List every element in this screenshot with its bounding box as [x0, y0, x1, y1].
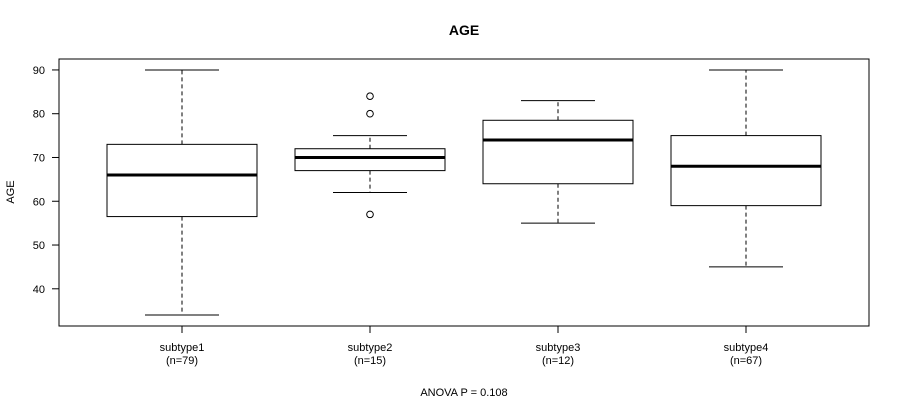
y-tick-label: 40: [33, 284, 45, 296]
iqr-box: [482, 119, 634, 185]
outlier-point: [366, 210, 374, 219]
chart-title: AGE: [449, 22, 479, 38]
outlier-point: [366, 92, 374, 101]
x-tick-label: subtype1: [160, 342, 205, 354]
x-axis: subtype1(n=79) subtype2(n=15) subtype3(n=1…: [160, 325, 769, 367]
y-axis: 40 50 60 70 80 90: [33, 65, 60, 296]
y-axis-label: AGE: [5, 180, 17, 203]
box-group-subtype3: [482, 100, 634, 224]
box-group-subtype2: [294, 92, 446, 219]
box-group-subtype1: [106, 69, 258, 316]
x-tick-label: subtype2: [348, 342, 393, 354]
y-tick-label: 90: [33, 65, 45, 77]
iqr-box: [670, 135, 822, 207]
iqr-box: [294, 148, 446, 172]
y-tick-label: 60: [33, 196, 45, 208]
x-tick-label: subtype4: [724, 342, 769, 354]
x-tick-count-label: (n=15): [354, 355, 386, 367]
boxes-layer: [106, 69, 822, 316]
x-tick-count-label: (n=12): [542, 355, 574, 367]
anova-footnote: ANOVA P = 0.108: [420, 387, 507, 399]
iqr-box: [106, 143, 258, 218]
x-tick-count-label: (n=67): [730, 355, 762, 367]
outlier-point: [366, 109, 374, 118]
x-tick-label: subtype3: [536, 342, 581, 354]
y-tick-label: 70: [33, 152, 45, 164]
box-group-subtype4: [670, 69, 822, 268]
y-tick-label: 50: [33, 240, 45, 252]
y-tick-label: 80: [33, 109, 45, 121]
x-tick-count-label: (n=79): [166, 355, 198, 367]
